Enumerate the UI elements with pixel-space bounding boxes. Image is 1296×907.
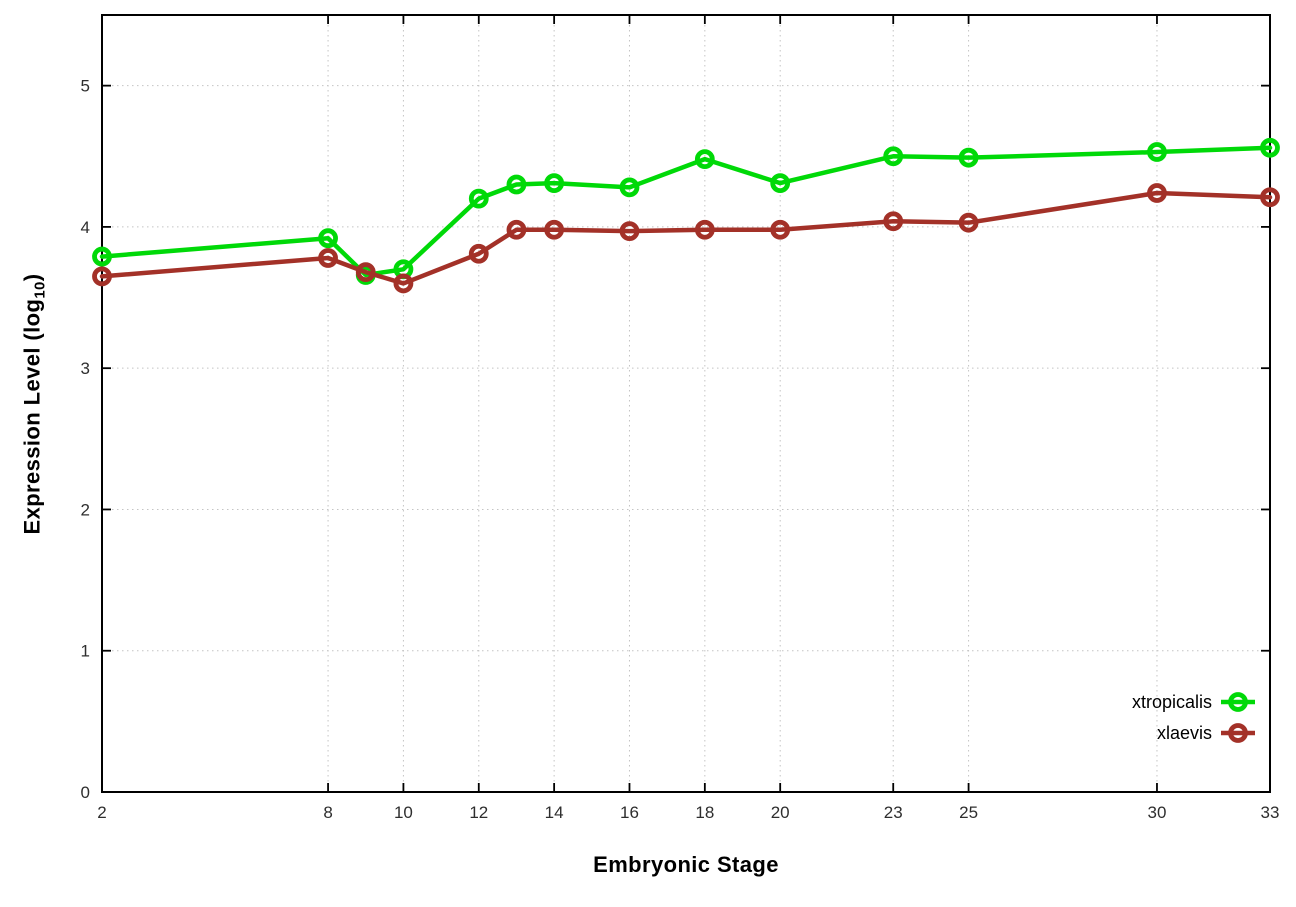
data-point-xtropicalis-stage-20	[770, 173, 791, 194]
y-axis-title: Expression Level (log10)	[19, 274, 48, 535]
data-point-xtropicalis-stage-25	[958, 147, 979, 168]
grid	[101, 15, 1271, 792]
data-point-xtropicalis-stage-8	[318, 228, 338, 249]
data-point-xtropicalis-stage-23	[883, 146, 904, 167]
data-point-xlaevis-stage-16	[619, 221, 640, 242]
series-line-xlaevis	[99, 190, 1273, 286]
data-point-xlaevis-stage-8	[318, 248, 338, 268]
x-tick-label-33: 33	[1261, 803, 1280, 822]
y-tick-label-5: 5	[81, 77, 90, 96]
legend-label-xtropicalis: xtropicalis	[1132, 692, 1212, 712]
x-tick-label-2: 2	[97, 803, 106, 822]
data-point-xlaevis-stage-10	[393, 273, 414, 294]
x-tick-label-8: 8	[323, 803, 332, 822]
x-tick-label-20: 20	[771, 803, 790, 822]
data-point-xtropicalis-stage-16	[619, 177, 640, 198]
x-tick-label-12: 12	[469, 803, 488, 822]
data-point-xlaevis-stage-13	[506, 219, 527, 240]
x-tick-label-30: 30	[1148, 803, 1167, 822]
data-point-xtropicalis-stage-2	[92, 246, 112, 267]
y-axis-title-suffix: )	[19, 273, 45, 282]
legend-marker-xlaevis	[1228, 723, 1248, 743]
legend-marker-xtropicalis	[1228, 692, 1248, 712]
data-point-xlaevis-stage-20	[770, 219, 791, 240]
axis-ticks	[101, 15, 1271, 793]
data-point-xtropicalis-stage-13	[506, 174, 527, 195]
y-axis-title-text: Expression Level (log	[19, 298, 45, 535]
x-axis-title: Embryonic Stage	[102, 852, 1270, 878]
y-tick-label-2: 2	[81, 500, 90, 519]
data-point-xtropicalis-stage-12	[468, 188, 489, 209]
data-point-xtropicalis-stage-30	[1147, 142, 1167, 162]
x-tick-label-14: 14	[545, 803, 564, 822]
x-tick-label-23: 23	[884, 803, 903, 822]
plot-border	[101, 14, 1271, 793]
data-point-xlaevis-stage-18	[694, 219, 715, 240]
x-tick-label-18: 18	[695, 803, 714, 822]
data-point-xlaevis-stage-23	[883, 211, 904, 232]
data-point-xlaevis-stage-2	[92, 266, 112, 287]
series-xlaevis	[92, 183, 1280, 294]
y-tick-label-4: 4	[81, 218, 90, 237]
data-point-xlaevis-stage-25	[958, 212, 979, 233]
data-point-xlaevis-stage-33	[1260, 187, 1280, 208]
x-axis-title-text: Embryonic Stage	[593, 852, 779, 877]
data-point-xtropicalis-stage-33	[1260, 137, 1280, 158]
data-point-xlaevis-stage-9	[355, 262, 376, 283]
legend: xtropicalis xlaevis	[1132, 692, 1255, 743]
data-point-xlaevis-stage-12	[468, 243, 489, 264]
data-point-xlaevis-stage-14	[544, 219, 565, 240]
data-point-xtropicalis-stage-18	[694, 149, 715, 169]
x-tick-label-16: 16	[620, 803, 639, 822]
x-tick-label-25: 25	[959, 803, 978, 822]
y-axis-title-subscript: 10	[31, 281, 49, 299]
legend-label-xlaevis: xlaevis	[1157, 723, 1212, 743]
y-tick-label-0: 0	[81, 783, 90, 802]
series-line-xtropicalis	[99, 145, 1273, 278]
y-tick-label-3: 3	[81, 359, 90, 378]
x-tick-label-10: 10	[394, 803, 413, 822]
data-point-xtropicalis-stage-14	[544, 173, 565, 194]
data-point-xlaevis-stage-30	[1147, 183, 1167, 203]
y-tick-label-1: 1	[81, 642, 90, 661]
